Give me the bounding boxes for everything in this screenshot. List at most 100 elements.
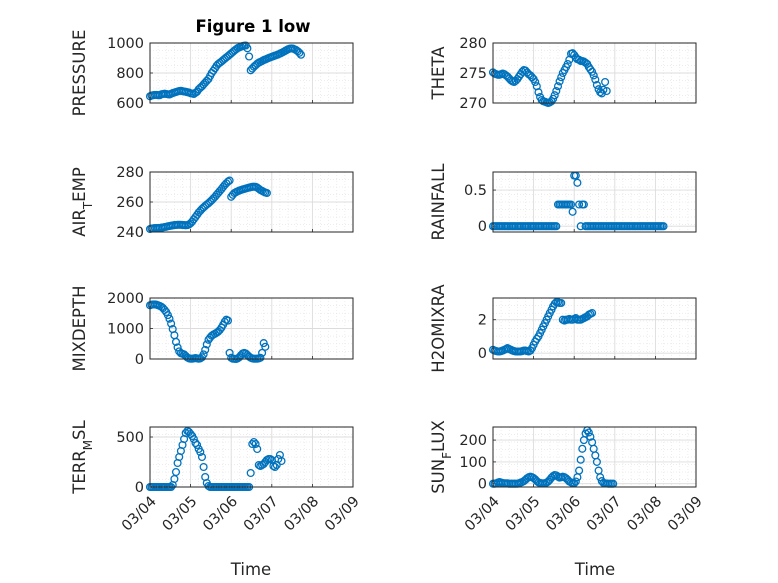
data-point <box>602 86 611 96</box>
subplot-h2omixra: 0 2 H2OMIXRA <box>429 284 697 373</box>
subplot-pressure: 600 800 1000 PRESSURE <box>70 30 354 117</box>
data-point <box>246 468 255 478</box>
data-point <box>557 73 566 82</box>
data-point <box>601 77 610 87</box>
y-tick-label: 2 <box>478 313 487 329</box>
subplot-theta: 270 275 280 THETA <box>429 36 697 112</box>
data-point <box>270 462 280 472</box>
data-point <box>256 353 265 362</box>
data-point <box>592 80 601 90</box>
y-tick-label: 0 <box>478 219 487 235</box>
data-point <box>578 444 587 453</box>
data-point <box>196 447 205 457</box>
data-point <box>199 350 208 359</box>
y-tick-label: 1000 <box>107 36 144 52</box>
data-point <box>171 337 181 346</box>
data-point <box>193 440 202 450</box>
y-tick-label: 260 <box>116 195 144 211</box>
data-point <box>171 467 181 477</box>
y-tick-label: 280 <box>116 165 144 181</box>
x-axis-label-left: Time <box>230 560 271 579</box>
axes-box <box>492 426 697 488</box>
y-tick-label: 200 <box>459 433 487 449</box>
y-tick-label: 600 <box>116 96 144 112</box>
data-point <box>552 222 561 231</box>
data-point <box>588 308 597 318</box>
data-point <box>571 477 580 486</box>
subplot-airtemp: 240 260 280 AIRTEMP <box>70 165 354 241</box>
y-tick-label: 500 <box>116 430 144 446</box>
data-point <box>248 439 257 449</box>
data-point <box>259 339 268 348</box>
y-tick-label: 800 <box>116 66 144 82</box>
data-point <box>249 437 258 447</box>
data-point <box>225 176 234 185</box>
data-point <box>566 200 576 209</box>
data-point <box>575 200 584 209</box>
y-tick-label: 0 <box>135 480 144 496</box>
data-point <box>266 454 275 464</box>
data-point <box>245 52 254 61</box>
y-tick-label: 0 <box>478 477 487 493</box>
data-point <box>243 44 252 53</box>
axes-box <box>149 297 354 360</box>
data-point <box>201 345 210 354</box>
data-point <box>251 439 260 449</box>
y-axis-label: MIXDEPTH <box>70 286 89 372</box>
data-point <box>167 319 176 328</box>
y-axis-label: H2OMIXRA <box>429 284 448 373</box>
data-point <box>261 342 270 351</box>
y-axis-label: SUNFLUX <box>429 420 454 494</box>
data-point <box>552 86 561 96</box>
data-point <box>591 75 600 84</box>
y-tick-label: 100 <box>459 455 487 471</box>
y-axis-label: TERRMSL <box>70 419 95 494</box>
axes-box <box>492 297 697 360</box>
data-point <box>563 59 572 69</box>
subplot-mixdepth: 0 1000 2000 MIXDEPTH <box>70 286 354 372</box>
y-tick-label: 2000 <box>107 291 144 307</box>
y-tick-label: 270 <box>459 96 487 112</box>
data-point <box>576 455 585 464</box>
data-point <box>189 434 198 444</box>
axes-box <box>492 171 697 233</box>
y-axis-label: AIRTEMP <box>70 167 95 237</box>
y-tick-label: 275 <box>459 66 487 82</box>
axes-box <box>149 42 354 104</box>
axes-box <box>149 426 354 488</box>
data-point <box>575 466 584 475</box>
data-point <box>550 91 559 100</box>
data-point <box>258 348 267 357</box>
data-point <box>659 222 668 231</box>
y-axis-label: THETA <box>429 46 448 101</box>
axes-box <box>492 42 697 104</box>
subplot-rainfall: 0 0.5 RAINFALL <box>429 163 697 241</box>
data-point <box>202 340 211 349</box>
data-point <box>254 460 263 470</box>
data-point <box>165 314 174 323</box>
data-point <box>295 48 304 57</box>
data-point <box>296 50 306 59</box>
y-tick-label: 1000 <box>107 322 144 338</box>
y-tick-label: 0 <box>478 346 487 362</box>
data-point <box>589 71 598 80</box>
y-tick-label: 0 <box>135 352 144 368</box>
data-point <box>592 457 601 466</box>
axes-box <box>149 171 354 233</box>
data-point <box>579 200 588 209</box>
data-point <box>262 188 271 198</box>
y-tick-label: 0.5 <box>464 183 487 199</box>
data-point <box>223 316 233 325</box>
data-point <box>568 207 577 216</box>
figure-title: Figure 1 low <box>195 17 310 36</box>
data-point <box>199 462 208 472</box>
y-axis-label: RAINFALL <box>429 163 448 241</box>
data-point <box>553 82 563 91</box>
y-axis-label: PRESSURE <box>70 30 89 117</box>
data-point <box>191 438 200 448</box>
data-point <box>534 88 543 97</box>
data-point <box>197 452 207 462</box>
data-point <box>555 77 564 86</box>
